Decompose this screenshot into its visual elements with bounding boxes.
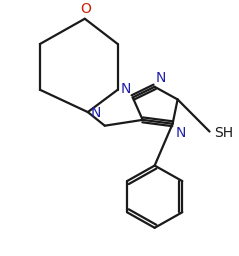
Text: O: O bbox=[80, 2, 91, 16]
Text: N: N bbox=[91, 106, 101, 120]
Text: N: N bbox=[176, 126, 186, 140]
Text: N: N bbox=[120, 82, 131, 95]
Text: SH: SH bbox=[215, 126, 234, 141]
Text: N: N bbox=[156, 71, 166, 85]
